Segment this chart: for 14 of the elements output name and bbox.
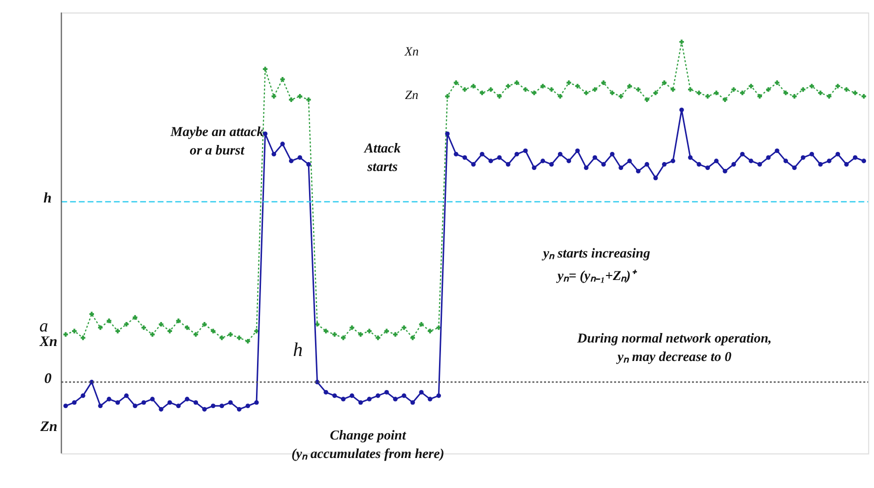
annotation: Maybe an attack or a burst [170, 124, 264, 158]
text: a [39, 316, 48, 336]
annotation: h [292, 340, 303, 362]
annotation: Zn [405, 88, 418, 102]
series-label: Xn [38, 334, 58, 350]
annotation: During normal network operation, yₙ may decrease to 0 [576, 330, 772, 364]
annotation: yₙ starts increasing [541, 246, 650, 261]
text: Change point (yₙ accumulates from here) [292, 428, 444, 462]
series-label: Zn [39, 419, 58, 436]
ref-line-label: h [43, 190, 52, 207]
annotation: Xn [404, 44, 419, 58]
ref-line-label: 0 [44, 371, 52, 388]
annotation: Attack starts [363, 140, 401, 174]
annotation: yₙ= (yₙ₋₁+Zₙ)⁺ [556, 268, 638, 284]
